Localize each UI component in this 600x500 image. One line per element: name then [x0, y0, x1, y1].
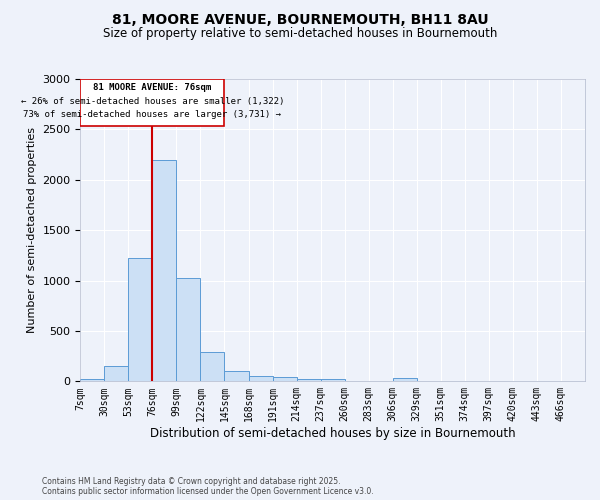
Bar [248, 376, 272, 382]
Text: ← 26% of semi-detached houses are smaller (1,322): ← 26% of semi-detached houses are smalle… [20, 96, 284, 106]
FancyBboxPatch shape [80, 79, 224, 126]
X-axis label: Distribution of semi-detached houses by size in Bournemouth: Distribution of semi-detached houses by … [150, 427, 515, 440]
Bar [128, 258, 152, 382]
Bar [104, 366, 128, 382]
Bar [200, 352, 224, 382]
Bar [152, 160, 176, 382]
Text: Contains HM Land Registry data © Crown copyright and database right 2025.: Contains HM Land Registry data © Crown c… [42, 477, 341, 486]
Bar [393, 378, 417, 382]
Bar [176, 278, 200, 382]
Text: 81, MOORE AVENUE, BOURNEMOUTH, BH11 8AU: 81, MOORE AVENUE, BOURNEMOUTH, BH11 8AU [112, 12, 488, 26]
Y-axis label: Number of semi-detached properties: Number of semi-detached properties [27, 127, 37, 333]
Text: 73% of semi-detached houses are larger (3,731) →: 73% of semi-detached houses are larger (… [23, 110, 281, 119]
Bar [272, 377, 296, 382]
Text: Contains public sector information licensed under the Open Government Licence v3: Contains public sector information licen… [42, 487, 374, 496]
Text: 81 MOORE AVENUE: 76sqm: 81 MOORE AVENUE: 76sqm [93, 83, 211, 92]
Text: Size of property relative to semi-detached houses in Bournemouth: Size of property relative to semi-detach… [103, 28, 497, 40]
Bar [296, 379, 320, 382]
Bar [224, 371, 248, 382]
Bar [320, 380, 344, 382]
Bar [80, 380, 104, 382]
